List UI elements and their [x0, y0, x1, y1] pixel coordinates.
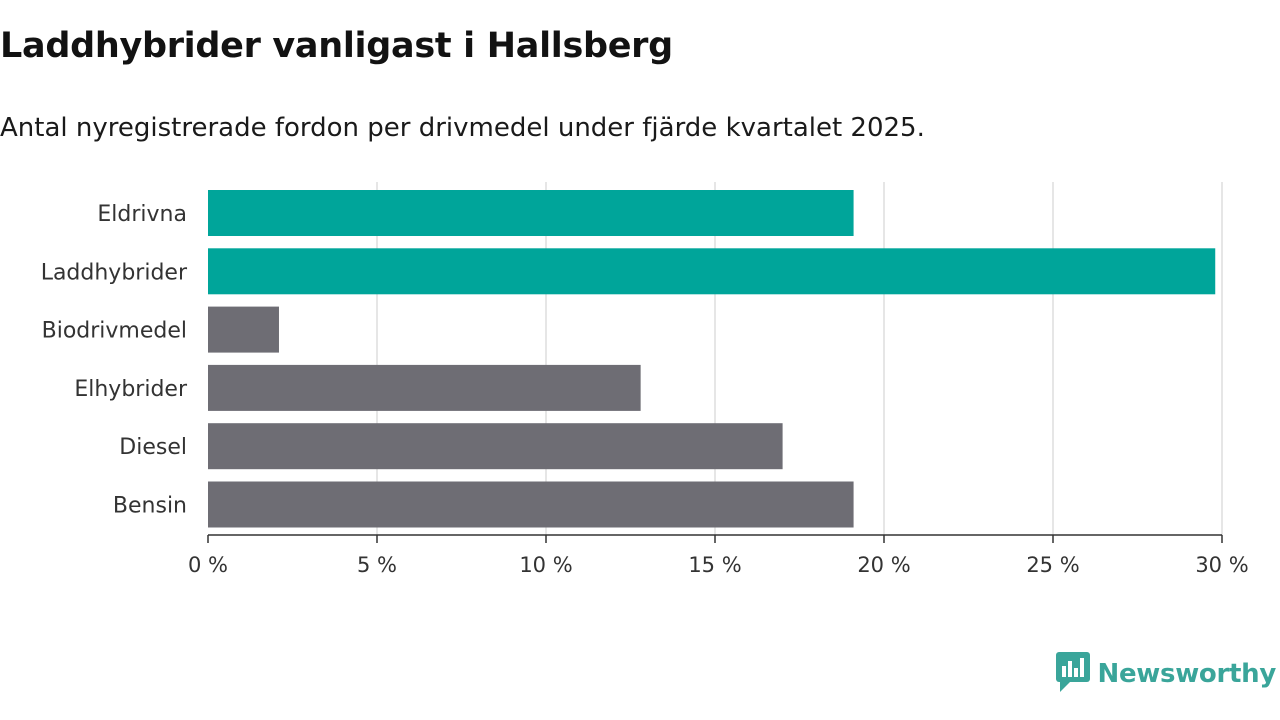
bars: [208, 190, 1216, 528]
x-tick-label: 30 %: [1195, 553, 1248, 577]
x-tick-label: 5 %: [357, 553, 397, 577]
category-label: Diesel: [119, 435, 187, 460]
bar-chart: 0 % 5 % 10 % 15 % 20 % 25 % 30 % Eldrivna Laddh…: [41, 182, 1249, 577]
category-label: Biodrivmedel: [42, 319, 187, 344]
x-tick-label: 0 %: [188, 553, 228, 577]
newsworthy-logo-icon: [1055, 652, 1090, 696]
chart-title: Laddhybrider vanligast i Hallsberg: [0, 26, 673, 66]
category-label: Laddhybrider: [41, 260, 188, 285]
x-tick-label: 25 %: [1026, 553, 1079, 577]
category-label: Eldrivna: [97, 202, 187, 227]
category-label: Bensin: [113, 494, 187, 519]
x-tick-label: 20 %: [857, 553, 910, 577]
category-labels: Eldrivna Laddhybrider Biodrivmedel Elhybrid…: [41, 202, 188, 519]
bar-biodrivmedel: [208, 306, 279, 353]
bar-diesel: [208, 423, 783, 470]
x-axis: 0 % 5 % 10 % 15 % 20 % 25 % 30 %: [188, 534, 1249, 577]
category-label: Elhybrider: [74, 377, 188, 402]
chart-subtitle: Antal nyregistrerade fordon per drivmede…: [0, 113, 925, 143]
x-tick-label: 15 %: [688, 553, 741, 577]
x-tick-label: 10 %: [519, 553, 572, 577]
newsworthy-logo: Newsworthy: [1055, 652, 1277, 696]
brand-name: Newsworthy: [1097, 659, 1277, 689]
bar-laddhybrider: [208, 248, 1216, 295]
gridlines: [376, 182, 1223, 535]
bar-eldrivna: [208, 190, 854, 236]
bar-bensin: [208, 481, 854, 528]
bar-elhybrider: [208, 364, 641, 411]
